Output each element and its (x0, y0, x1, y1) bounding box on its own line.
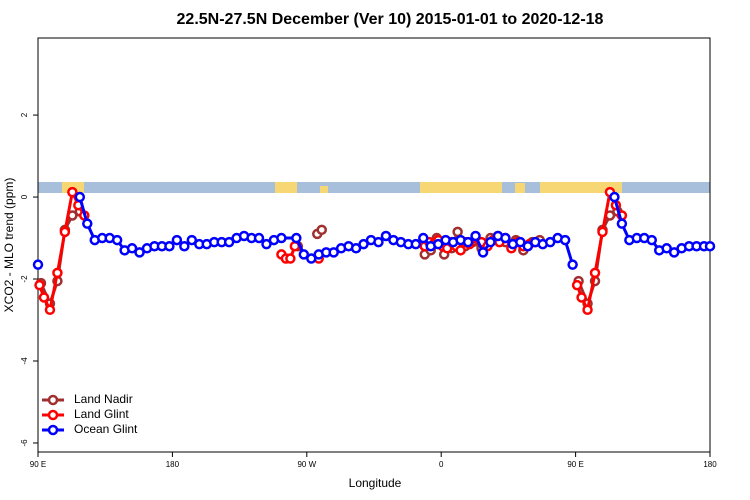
marker (82, 218, 93, 229)
x-tick-label: 90 E (30, 460, 46, 469)
marker (67, 186, 78, 198)
marker (597, 226, 608, 238)
marker (470, 230, 481, 242)
marker (522, 240, 534, 252)
marker (589, 267, 601, 279)
chart-title: 22.5N-27.5N December (Ver 10) 2015-01-01… (177, 11, 604, 28)
marker (582, 304, 593, 316)
y-tick-label: -6 (20, 439, 29, 447)
x-tick-label: 90 W (297, 460, 316, 469)
marker (74, 191, 86, 203)
marker (477, 247, 489, 258)
marker (285, 253, 296, 264)
marker (485, 236, 496, 248)
x-tick-label: 180 (166, 460, 180, 469)
plot-frame (37, 37, 711, 453)
y-tick-label: 0 (20, 194, 29, 199)
x-tick-label: 0 (439, 460, 444, 469)
y-axis-label: XCO2 - MLO trend (ppm) (2, 178, 16, 313)
marker (559, 234, 571, 246)
marker (452, 226, 463, 238)
marker (316, 224, 327, 236)
marker (171, 234, 183, 246)
marker (328, 247, 339, 258)
series-line (39, 210, 619, 309)
marker (410, 238, 422, 250)
marker (432, 238, 444, 250)
marker (704, 240, 716, 252)
legend-marker (47, 409, 59, 421)
marker (576, 292, 587, 303)
marker (571, 279, 583, 291)
marker (544, 236, 556, 248)
marker (186, 234, 198, 246)
marker (350, 243, 362, 254)
marker (380, 230, 392, 242)
marker (126, 243, 138, 254)
marker (661, 243, 672, 254)
marker (616, 218, 628, 229)
marker (59, 226, 71, 238)
marker (44, 304, 56, 316)
marker (306, 253, 317, 264)
legend-marker (47, 394, 59, 406)
marker (34, 279, 45, 291)
marker (111, 234, 123, 246)
marker (298, 249, 310, 260)
marker (223, 236, 235, 248)
legend-label: Ocean Glint (74, 422, 138, 436)
marker (52, 267, 63, 279)
marker (291, 232, 302, 244)
marker (164, 240, 175, 252)
legend-label: Land Glint (74, 407, 129, 421)
marker (358, 238, 369, 250)
marker (515, 236, 526, 248)
y-tick-label: -2 (20, 275, 29, 283)
x-tick-label: 90 E (567, 460, 583, 469)
marker (500, 232, 511, 244)
y-tick-label: -4 (20, 357, 29, 365)
marker (609, 191, 620, 203)
marker (276, 232, 287, 244)
marker (668, 247, 680, 258)
y-tick-label: 2 (20, 112, 29, 117)
marker (261, 238, 272, 250)
marker (418, 232, 429, 244)
marker (134, 247, 145, 258)
marker (462, 236, 474, 248)
marker (38, 292, 50, 303)
marker (179, 240, 190, 252)
marker (373, 236, 384, 248)
marker (455, 245, 466, 256)
x-tick-label: 180 (703, 460, 717, 469)
marker (253, 232, 265, 244)
legend-marker (47, 424, 59, 436)
marker (32, 259, 44, 270)
marker (567, 259, 578, 270)
marker (646, 234, 658, 246)
legend-label: Land Nadir (74, 392, 133, 406)
x-axis-label: Longitude (349, 476, 402, 490)
